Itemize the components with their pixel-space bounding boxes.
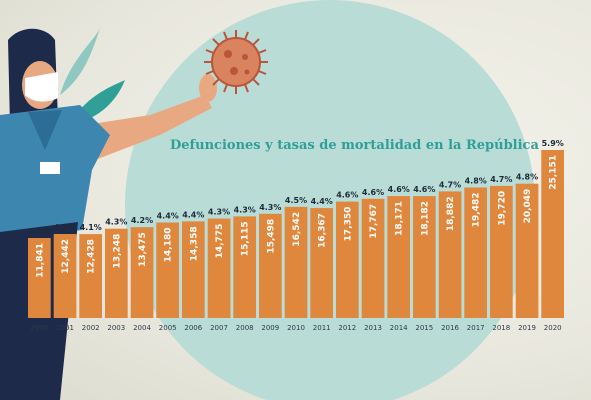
bar xyxy=(53,234,77,318)
nurse-hand xyxy=(199,74,217,102)
bar xyxy=(233,216,256,318)
bar-value-label: 14,775 xyxy=(215,224,225,259)
chart-title: Defunciones y tasas de mortalidad en la … xyxy=(170,138,539,153)
year-tick-label: 2008 xyxy=(236,324,254,332)
rate-label: 4.4% xyxy=(311,197,333,206)
year-tick-label: 2018 xyxy=(492,324,510,332)
rate-label: 4.8% xyxy=(516,173,538,182)
bar-value-label: 13,248 xyxy=(112,234,122,269)
bar-value-label: 17,767 xyxy=(369,204,379,239)
year-tick-label: 2013 xyxy=(364,324,382,332)
bar-value-label: 14,180 xyxy=(164,228,174,263)
bar-value-label: 14,358 xyxy=(189,226,199,261)
nurse-collar xyxy=(28,110,62,150)
year-tick-label: 2007 xyxy=(210,324,228,332)
year-tick-label: 2017 xyxy=(467,324,485,332)
rate-label: 4.6% xyxy=(336,191,358,200)
rate-label: 4.5% xyxy=(285,196,307,205)
rate-label: 4.1% xyxy=(80,223,102,232)
bar-value-label: 20,049 xyxy=(523,189,533,224)
rate-label: 4.3% xyxy=(259,203,281,212)
bar xyxy=(361,198,385,318)
bar-value-label: 18,882 xyxy=(446,196,456,231)
year-tick-label: 2009 xyxy=(261,324,279,332)
rate-label: 4.3% xyxy=(234,205,256,214)
bar xyxy=(413,196,436,318)
rate-label: 4.1% xyxy=(54,223,76,232)
bar xyxy=(387,196,410,318)
bar-value-label: 12,442 xyxy=(61,239,71,274)
year-tick-label: 2002 xyxy=(82,324,100,332)
rate-label: 4.3% xyxy=(105,218,127,227)
nurse-mask xyxy=(25,72,58,102)
bar xyxy=(438,191,462,318)
bar xyxy=(490,185,513,318)
year-tick-label: 2012 xyxy=(338,324,356,332)
rate-label: 4.7% xyxy=(490,175,512,184)
bar-value-label: 12,428 xyxy=(87,239,97,274)
bar xyxy=(156,222,179,318)
year-tick-label: 2005 xyxy=(159,324,177,332)
rate-label: 4.6% xyxy=(362,188,384,197)
nurse-badge xyxy=(40,162,60,174)
year-tick-label: 2006 xyxy=(184,324,202,332)
rate-label: 4.4% xyxy=(157,212,179,221)
bar-value-label: 16,367 xyxy=(318,213,328,248)
bars-group: 11,841 4.1% 2000 12,442 4.1% 2001 12,428 4.1% 20… xyxy=(28,139,564,332)
bar xyxy=(284,206,308,318)
year-tick-label: 2019 xyxy=(518,324,536,332)
bar-value-label: 18,171 xyxy=(395,201,405,236)
bar xyxy=(515,183,539,318)
year-tick-label: 2004 xyxy=(133,324,151,332)
year-tick-label: 2020 xyxy=(544,324,562,332)
year-tick-label: 2011 xyxy=(313,324,331,332)
bar-value-label: 25,151 xyxy=(549,155,559,190)
rate-label: 4.8% xyxy=(465,177,487,186)
bar-value-label: 16,542 xyxy=(292,212,302,247)
year-tick-label: 2016 xyxy=(441,324,459,332)
rate-label: 4.3% xyxy=(208,208,230,217)
year-tick-label: 2001 xyxy=(56,324,74,332)
rate-label: 4.6% xyxy=(413,185,435,194)
bar xyxy=(310,208,333,318)
nurse-arm xyxy=(85,95,212,160)
year-tick-label: 2003 xyxy=(107,324,125,332)
bar-value-label: 15,115 xyxy=(241,221,251,256)
bar xyxy=(79,234,102,318)
rate-label: 4.1% xyxy=(28,227,50,236)
bar xyxy=(336,201,359,318)
rate-label: 4.2% xyxy=(131,216,153,225)
year-tick-label: 2014 xyxy=(390,324,408,332)
bar xyxy=(207,218,231,318)
bar xyxy=(130,227,154,318)
bar xyxy=(105,228,128,318)
bar-value-label: 15,498 xyxy=(266,219,276,254)
rate-label: 4.7% xyxy=(439,180,461,189)
rate-label: 5.9% xyxy=(542,139,564,148)
bar xyxy=(182,221,205,318)
bar xyxy=(541,150,564,318)
year-tick-label: 2000 xyxy=(30,324,48,332)
bar-value-label: 18,182 xyxy=(420,201,430,236)
bar xyxy=(28,238,51,318)
bar-value-label: 19,482 xyxy=(472,193,482,228)
bar-value-label: 17,350 xyxy=(343,207,353,242)
bar xyxy=(464,187,487,318)
bar-value-label: 11,841 xyxy=(35,243,45,278)
virus-icon xyxy=(204,30,268,94)
rate-label: 4.6% xyxy=(388,185,410,194)
bar-value-label: 13,475 xyxy=(138,232,148,267)
year-tick-label: 2015 xyxy=(415,324,433,332)
leaf-decoration xyxy=(60,28,100,95)
rate-label: 4.4% xyxy=(182,210,204,219)
bar xyxy=(259,213,282,318)
year-tick-label: 2010 xyxy=(287,324,305,332)
bar-value-label: 19,720 xyxy=(497,191,507,226)
